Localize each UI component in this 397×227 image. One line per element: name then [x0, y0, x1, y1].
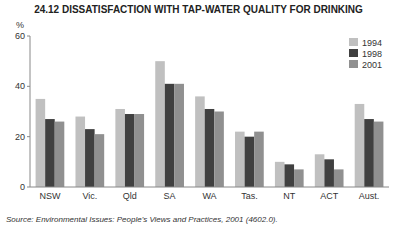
y-tick-label: 40	[15, 81, 25, 91]
x-tick-label: Qld	[123, 191, 137, 201]
bar	[275, 162, 285, 187]
bar	[95, 134, 105, 187]
bar	[36, 99, 46, 187]
bar	[55, 122, 65, 187]
bar	[254, 132, 264, 187]
x-tick-label: Aust.	[359, 191, 380, 201]
bar	[155, 61, 165, 187]
bars	[36, 61, 384, 187]
y-tick-label: 0	[20, 182, 25, 192]
source: Source: Environmental Issues: People's V…	[6, 215, 278, 224]
x-tick-label: Vic.	[82, 191, 97, 201]
bar	[195, 96, 205, 187]
bar	[165, 84, 175, 187]
bar	[355, 104, 365, 187]
bar	[174, 84, 184, 187]
bar	[364, 119, 374, 187]
title: 24.12 DISSATISFACTION WITH TAP-WATER QUA…	[34, 4, 363, 15]
bar	[284, 164, 294, 187]
y-tick-label: 20	[15, 132, 25, 142]
x-tick-label: Tas.	[241, 191, 258, 201]
bar	[374, 122, 384, 187]
x-tick-label: SA	[164, 191, 176, 201]
bar	[214, 112, 224, 188]
bar	[125, 114, 135, 187]
bar	[75, 117, 85, 187]
chart: 24.12 DISSATISFACTION WITH TAP-WATER QUA…	[0, 0, 397, 227]
bar	[334, 169, 344, 187]
y-axis	[30, 36, 31, 187]
legend-swatch	[349, 60, 358, 68]
bar	[115, 109, 125, 187]
y-label: %	[16, 20, 24, 30]
x-tick-label: NT	[283, 191, 295, 201]
bar	[235, 132, 245, 187]
bar	[324, 159, 334, 187]
bar	[315, 154, 325, 187]
bar	[205, 109, 215, 187]
x-tick-label: NSW	[39, 191, 61, 201]
legend-label: 1998	[362, 49, 382, 59]
legend-swatch	[349, 38, 358, 46]
legend: 199419982001	[349, 38, 382, 70]
legend-label: 2001	[362, 60, 382, 70]
bar	[294, 169, 304, 187]
bar	[135, 114, 145, 187]
y-tick-label: 60	[15, 31, 25, 41]
x-tick-label: WA	[202, 191, 216, 201]
bar	[245, 137, 255, 187]
legend-label: 1994	[362, 38, 382, 48]
x-axis	[30, 187, 389, 188]
x-tick-label: ACT	[320, 191, 339, 201]
legend-swatch	[349, 49, 358, 57]
bar	[85, 129, 95, 187]
bar	[45, 119, 55, 187]
